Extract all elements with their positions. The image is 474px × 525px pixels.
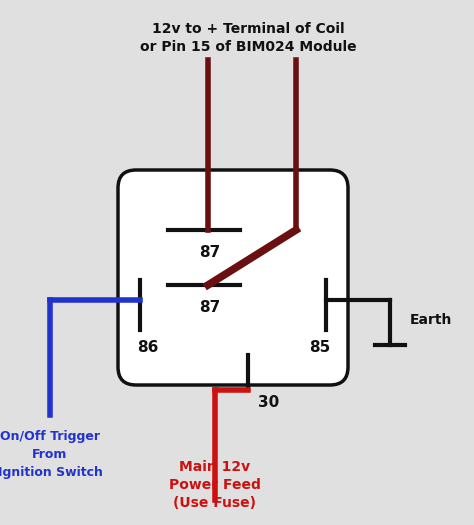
Text: 85: 85 xyxy=(310,340,331,355)
Text: Earth: Earth xyxy=(410,313,452,327)
Text: 86: 86 xyxy=(137,340,159,355)
Text: On/Off Trigger: On/Off Trigger xyxy=(0,430,100,443)
Text: 12v to + Terminal of Coil: 12v to + Terminal of Coil xyxy=(152,22,344,36)
Text: Main 12v: Main 12v xyxy=(180,460,251,474)
FancyBboxPatch shape xyxy=(118,170,348,385)
Text: or Pin 15 of BIM024 Module: or Pin 15 of BIM024 Module xyxy=(140,40,356,54)
Text: 87: 87 xyxy=(200,300,220,315)
Text: 87: 87 xyxy=(200,245,220,260)
Text: (Use Fuse): (Use Fuse) xyxy=(173,496,256,510)
Text: Ignition Switch: Ignition Switch xyxy=(0,466,102,479)
Text: 30: 30 xyxy=(258,395,279,410)
Text: Power Feed: Power Feed xyxy=(169,478,261,492)
Text: From: From xyxy=(32,448,68,461)
